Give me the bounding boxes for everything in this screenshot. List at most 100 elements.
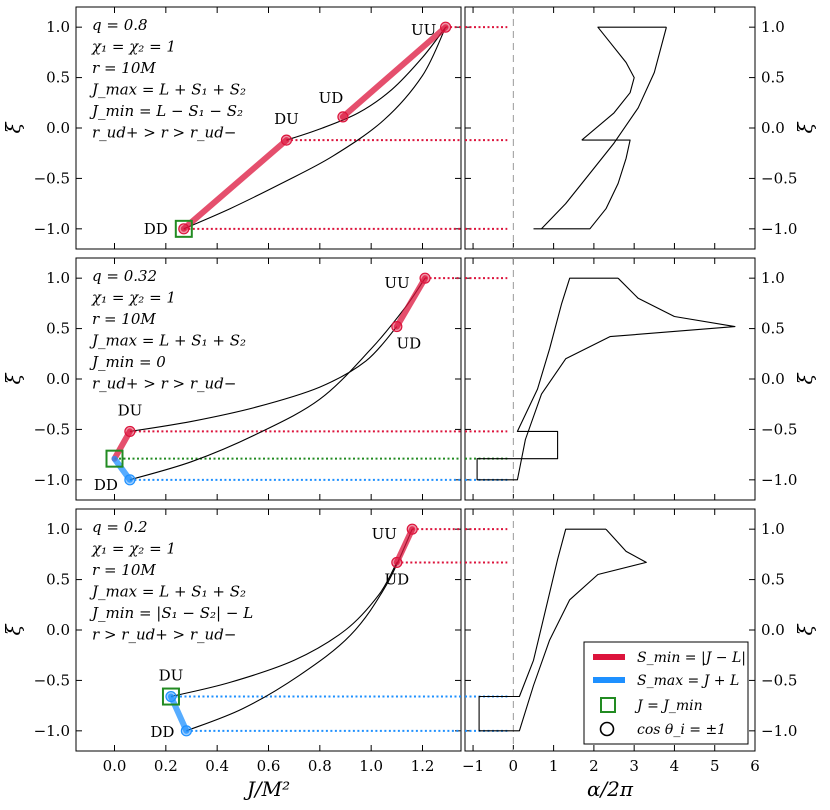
- y-tick-label: 1.0: [761, 520, 785, 538]
- x-tick-label: −1: [462, 757, 484, 775]
- y-tick-label: −0.5: [761, 169, 797, 187]
- legend-box: [583, 641, 749, 745]
- panel-right-2: −1.0 −0.5 0.0 0.5 1.0 ξ: [464, 257, 817, 501]
- x-tick-label: 1.0: [359, 757, 383, 775]
- y-axis-label: ξ: [1, 624, 25, 636]
- panel-right-3: −1.0 −0.5 0.0 0.5 1.0 ξ −1 0 1 2 3 4 5 6: [462, 508, 817, 775]
- y-tick-label: −1.0: [34, 471, 70, 489]
- upper-boundary-curve: [286, 26, 447, 141]
- x-tick-label: 0.2: [154, 757, 178, 775]
- y-tick-label: 1.0: [761, 18, 785, 36]
- legend-swatch-cos: [599, 721, 615, 737]
- y-tick-label: −1.0: [761, 471, 797, 489]
- y-tick-label: 0.0: [761, 119, 785, 137]
- panel-annotation: r_ud+ > r > r_ud−: [92, 124, 236, 142]
- upper-boundary-curve: [170, 562, 398, 698]
- panel-right-1: −1.0 −0.5 0.0 0.5 1.0 ξ: [464, 6, 817, 250]
- plot-frame: [464, 6, 756, 250]
- x-tick-label: 3: [629, 757, 639, 775]
- point-label: DU: [118, 401, 143, 419]
- panel-annotation: J_max = L + S₁ + S₂: [89, 332, 246, 350]
- panel-annotation: q = 0.8: [92, 16, 148, 34]
- y-tick-label: −0.5: [34, 420, 70, 438]
- y-axis-label: ξ: [1, 373, 25, 385]
- panel-annotation: r_ud+ > r > r_ud−: [92, 375, 236, 393]
- x-tick-label: 0: [509, 757, 519, 775]
- point-du: [124, 425, 136, 438]
- point-uu: [440, 21, 452, 33]
- x-tick-label: 2: [589, 757, 599, 775]
- panel-annotation: r = 10M: [92, 59, 156, 77]
- point-dd: [124, 474, 136, 486]
- panel-annotation: χ₁ = χ₂ = 1: [91, 540, 176, 558]
- point-label: DD: [150, 723, 174, 741]
- panel-annotation: r = 10M: [92, 310, 156, 328]
- y-tick-label: 0.0: [46, 119, 70, 137]
- point-label: DU: [159, 667, 184, 685]
- plot-frame: [464, 257, 756, 501]
- y-tick-label: −0.5: [761, 420, 797, 438]
- y-tick-label: −1.0: [761, 220, 797, 238]
- panel-annotation: r > r_ud+ > r_ud−: [92, 626, 236, 644]
- point-uu: [406, 523, 418, 535]
- panel-annotation: J_max = L + S₁ + S₂: [89, 81, 246, 99]
- point-dd: [178, 223, 190, 235]
- x-tick-label: 0.6: [257, 757, 281, 775]
- y-tick-label: 1.0: [761, 269, 785, 287]
- alpha-curve: [476, 277, 736, 481]
- smin-segment: [180, 137, 290, 232]
- y-tick-label: 0.5: [761, 69, 785, 87]
- y-tick-label: 0.5: [46, 571, 70, 589]
- alpha-curve: [478, 528, 647, 732]
- y-tick-label: 0.5: [761, 571, 785, 589]
- point-ud: [337, 111, 349, 123]
- panel-annotation: J_min = 0: [89, 353, 166, 371]
- x-axis-label-left: J/M²: [243, 777, 290, 801]
- smin-segment: [393, 275, 429, 330]
- x-tick-label: 6: [750, 757, 760, 775]
- y-tick-label: 0.5: [46, 69, 70, 87]
- point-label: UD: [384, 570, 409, 588]
- lower-boundary-curve: [183, 26, 447, 230]
- alpha-curve: [581, 26, 667, 141]
- y-tick-label: 0.5: [761, 320, 785, 338]
- y-axis-label: ξ: [793, 624, 817, 636]
- x-tick-label: 1: [549, 757, 559, 775]
- y-tick-label: 1.0: [46, 18, 70, 36]
- point-label: DU: [274, 110, 299, 128]
- x-axis-label-right: α/2π: [587, 777, 634, 801]
- x-tick-label: 0.8: [308, 757, 332, 775]
- y-tick-label: 0.0: [46, 370, 70, 388]
- point-label: DD: [144, 220, 168, 238]
- x-tick-label: 0.0: [103, 757, 127, 775]
- legend-swatch-jmin: [600, 697, 616, 713]
- alpha-curve: [533, 139, 631, 230]
- panel-annotation: q = 0.2: [92, 518, 148, 536]
- point-label: UD: [396, 335, 421, 353]
- panel-annotation: J_min = L − S₁ − S₂: [89, 102, 243, 120]
- y-tick-label: −1.0: [761, 722, 797, 740]
- smax-segment: [168, 693, 190, 734]
- legend-label: cos θ_i = ±1: [637, 722, 726, 738]
- y-tick-label: 0.0: [761, 621, 785, 639]
- legend-label: S_min = |J − L|: [637, 650, 746, 666]
- panel-left-1: −1.0 −0.5 0.0 0.5 1.0 ξ UU UD DU DD q = 0.8 χ₁ = χ₂…: [1, 6, 462, 250]
- smin-segment: [393, 526, 416, 566]
- x-tick-label: 5: [710, 757, 720, 775]
- upper-boundary-curve: [129, 326, 398, 432]
- panel-annotation: r = 10M: [92, 561, 156, 579]
- point-du: [165, 690, 177, 703]
- y-axis-label: ξ: [1, 122, 25, 134]
- point-label: UU: [411, 21, 436, 39]
- point-ud: [391, 320, 403, 333]
- y-axis-label: ξ: [793, 122, 817, 134]
- y-axis-label: ξ: [793, 373, 817, 385]
- panel-annotation: J_min = |S₁ − S₂| − L: [89, 604, 253, 622]
- jmin-square-marker: [161, 687, 180, 706]
- point-label: UD: [319, 89, 344, 107]
- panel-annotation: J_max = L + S₁ + S₂: [89, 583, 246, 601]
- point-label: UU: [372, 525, 397, 543]
- legend-label: J = J_min: [634, 698, 703, 714]
- panel-annotation: q = 0.32: [92, 267, 157, 285]
